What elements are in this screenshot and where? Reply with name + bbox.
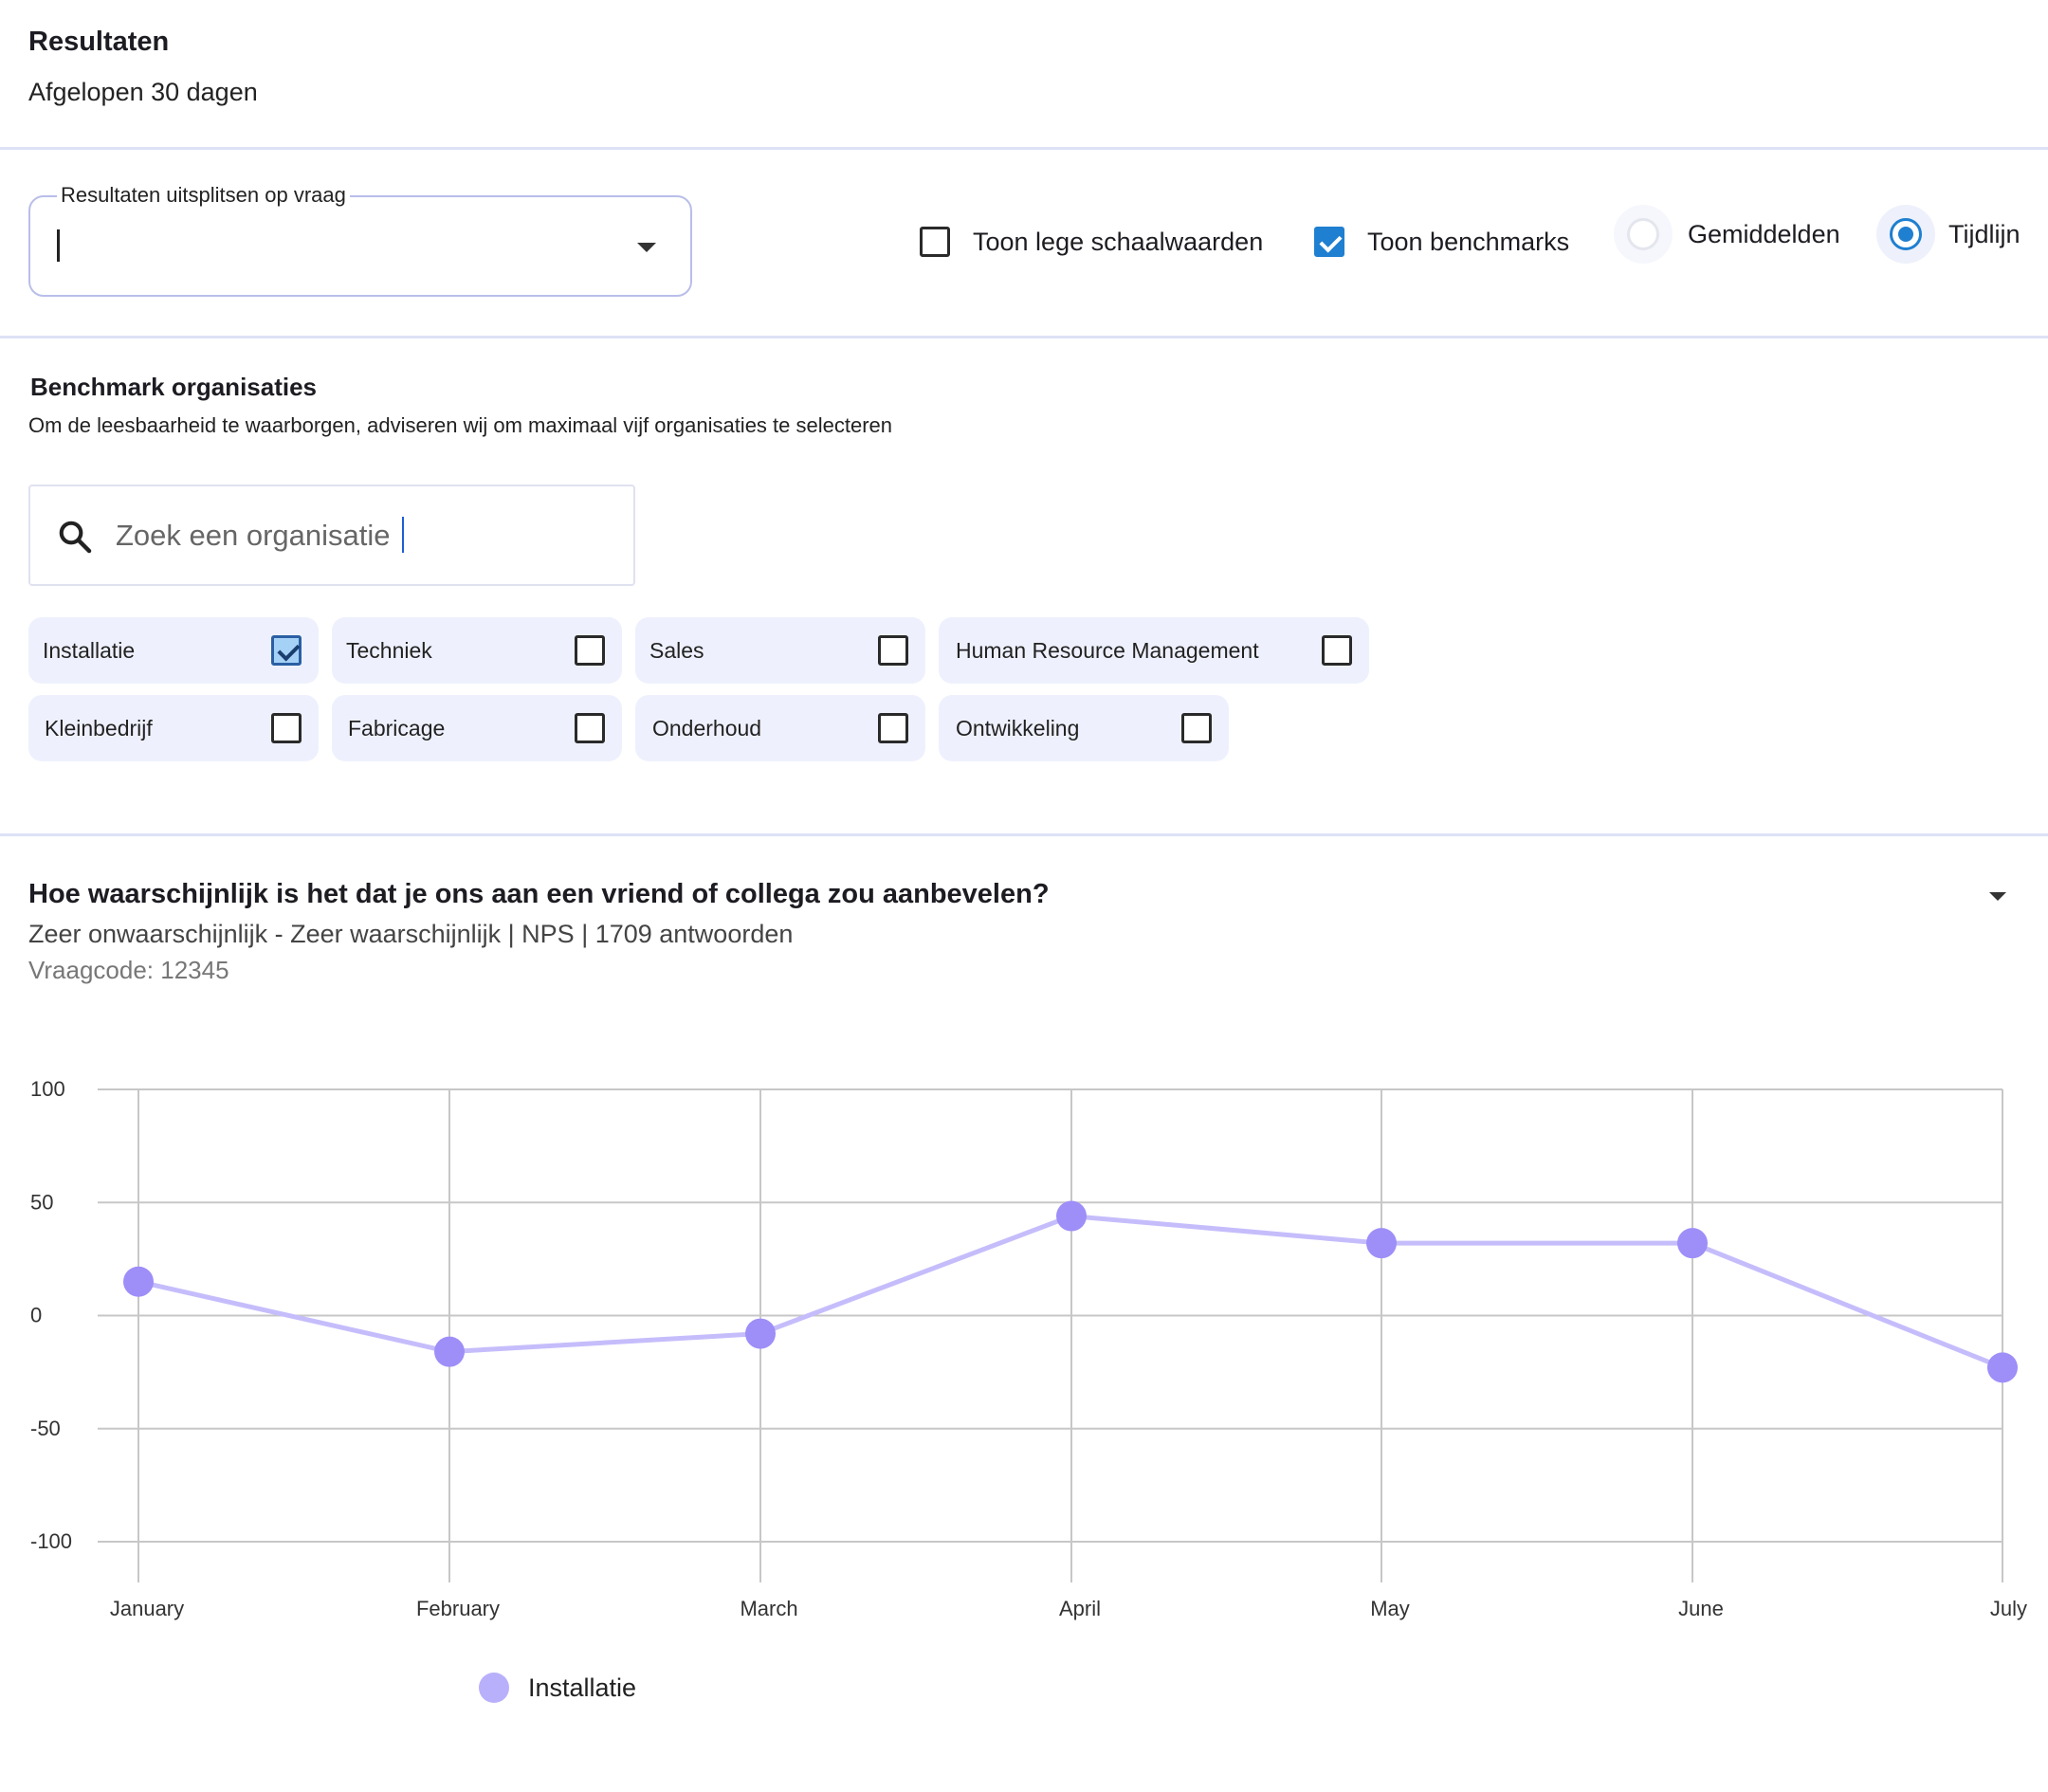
- data-point: [1677, 1228, 1708, 1259]
- expand-question-icon[interactable]: [1989, 892, 2006, 901]
- text-caret: [57, 229, 60, 262]
- question-meta: Zeer onwaarschijnlijk - Zeer waarschijnl…: [28, 920, 794, 948]
- divider: [0, 833, 2048, 836]
- y-tick-label: 0: [30, 1304, 42, 1327]
- org-checkbox[interactable]: [878, 635, 908, 666]
- nps-timeline-chart: 100 50 0 -50 -100 January February March April Ma…: [30, 1077, 2027, 1620]
- org-chip-label: Human Resource Management: [956, 637, 1259, 663]
- option-label: Toon benchmarks: [1367, 227, 1570, 256]
- radio-button[interactable]: [1890, 218, 1922, 250]
- divider: [0, 147, 2048, 150]
- org-checkbox[interactable]: [1322, 635, 1352, 666]
- split-by-question-select[interactable]: Resultaten uitsplitsen op vraag: [28, 183, 692, 297]
- question-code: Vraagcode: 12345: [28, 956, 229, 984]
- org-chip-installatie[interactable]: Installatie: [28, 617, 319, 684]
- y-tick-label: -50: [30, 1417, 61, 1440]
- x-tick-label: June: [1678, 1597, 1724, 1620]
- option-label: Toon lege schaalwaarden: [973, 227, 1264, 256]
- x-tick-label: February: [416, 1597, 500, 1620]
- search-icon: [59, 521, 92, 554]
- x-tick-label: July: [1990, 1597, 2027, 1620]
- chevron-down-icon[interactable]: [637, 243, 656, 252]
- x-tick-label: May: [1370, 1597, 1410, 1620]
- benchmark-description: Om de leesbaarheid te waarborgen, advise…: [28, 413, 893, 437]
- option-label: Tijdlijn: [1948, 219, 2021, 248]
- data-point: [745, 1318, 776, 1349]
- legend-marker: [479, 1673, 509, 1703]
- data-point: [1366, 1228, 1397, 1259]
- org-checkbox[interactable]: [575, 635, 605, 666]
- y-tick-label: 50: [30, 1190, 53, 1214]
- radio-halo[interactable]: [1614, 205, 1673, 264]
- data-point: [1987, 1352, 2018, 1383]
- chart-legend[interactable]: Installatie: [479, 1673, 636, 1703]
- org-chip-label: Installatie: [43, 637, 136, 663]
- y-tick-label: -100: [30, 1529, 72, 1553]
- text-caret: [402, 517, 404, 553]
- org-chip-sales[interactable]: Sales: [635, 617, 925, 684]
- organisation-search[interactable]: [28, 485, 635, 586]
- benchmark-title: Benchmark organisaties: [30, 373, 318, 401]
- toggle-empty-scale-values[interactable]: Toon lege schaalwaarden: [920, 220, 1263, 264]
- org-chip-techniek[interactable]: Techniek: [332, 617, 622, 684]
- y-tick-label: 100: [30, 1077, 65, 1101]
- option-label: Gemiddelden: [1688, 219, 1840, 248]
- radio-button[interactable]: [1627, 218, 1659, 250]
- data-point: [434, 1336, 465, 1367]
- question-title: Hoe waarschijnlijk is het dat je ons aan…: [28, 879, 1050, 909]
- x-tick-label: April: [1059, 1597, 1101, 1620]
- org-chip-label: Ontwikkeling: [956, 715, 1080, 741]
- checkbox-empty-scale-values[interactable]: [920, 227, 950, 257]
- org-chip-ontwikkeling[interactable]: Ontwikkeling: [939, 695, 1229, 761]
- checkbox-benchmarks[interactable]: [1314, 227, 1344, 257]
- org-chip-label: Sales: [649, 637, 704, 663]
- radio-averages[interactable]: Gemiddelden: [1614, 205, 1840, 264]
- data-point: [123, 1266, 154, 1297]
- split-by-question-label: Resultaten uitsplitsen op vraag: [57, 183, 350, 208]
- page-subtitle: Afgelopen 30 dagen: [28, 78, 258, 106]
- radio-timeline[interactable]: Tijdlijn: [1876, 205, 2021, 264]
- org-chip-onderhoud[interactable]: Onderhoud: [635, 695, 925, 761]
- org-checkbox[interactable]: [575, 713, 605, 743]
- org-chip-hrm[interactable]: Human Resource Management: [939, 617, 1369, 684]
- org-checkbox[interactable]: [271, 713, 302, 743]
- toggle-benchmarks[interactable]: Toon benchmarks: [1314, 220, 1569, 264]
- divider: [0, 336, 2048, 338]
- org-chip-label: Techniek: [346, 637, 432, 663]
- org-chip-label: Fabricage: [348, 715, 446, 741]
- radio-halo[interactable]: [1876, 205, 1935, 264]
- x-tick-label: March: [740, 1597, 797, 1620]
- org-chip-label: Kleinbedrijf: [45, 715, 153, 741]
- data-point: [1056, 1200, 1087, 1232]
- org-checkbox[interactable]: [878, 713, 908, 743]
- org-chip-label: Onderhoud: [652, 715, 762, 741]
- org-chip-kleinbedrijf[interactable]: Kleinbedrijf: [28, 695, 319, 761]
- legend-label: Installatie: [528, 1673, 637, 1702]
- org-chip-fabricage[interactable]: Fabricage: [332, 695, 622, 761]
- org-checkbox[interactable]: [1181, 713, 1212, 743]
- x-tick-label: January: [110, 1597, 184, 1620]
- page-title: Resultaten: [28, 27, 170, 57]
- search-input[interactable]: [116, 515, 609, 557]
- org-checkbox[interactable]: [271, 635, 302, 666]
